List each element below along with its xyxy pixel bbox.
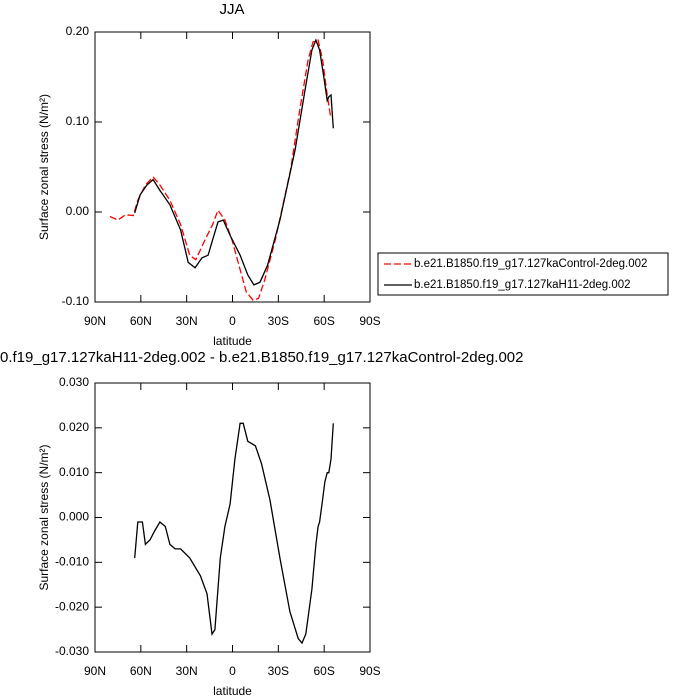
y-tick-label: 0.00 xyxy=(66,204,90,218)
y-tick-label: 0.10 xyxy=(66,114,90,128)
legend-label: b.e21.B1850.f19_g17.127kaH11-2deg.002 xyxy=(414,279,631,291)
y-tick-label: -0.010 xyxy=(55,555,89,569)
y-tick-label: -0.10 xyxy=(62,294,90,308)
x-tick-label: 60S xyxy=(313,314,334,328)
legend-label: b.e21.B1850.f19_g17.127kaControl-2deg.00… xyxy=(414,258,647,270)
x-tick-label: 60S xyxy=(313,664,334,678)
x-tick-label: 30N xyxy=(176,314,198,328)
plot-frame xyxy=(94,31,371,303)
x-tick-label: 90S xyxy=(359,664,380,678)
legend-box xyxy=(377,252,669,296)
x-tick-label: 90N xyxy=(84,314,106,328)
series-line xyxy=(109,39,334,301)
x-tick-label: 0 xyxy=(229,664,236,678)
x-axis-label: latitude xyxy=(213,684,252,698)
x-tick-label: 60N xyxy=(130,664,152,678)
y-axis-label: Surface zonal stress (N/m²) xyxy=(37,94,51,240)
series-line xyxy=(134,38,334,286)
chart-title: 0.f19_g17.127kaH11-2deg.002 - b.e21.B185… xyxy=(0,349,523,366)
x-tick-label: 90S xyxy=(359,314,380,328)
y-tick-label: 0.20 xyxy=(66,24,90,38)
x-tick-label: 30S xyxy=(268,664,289,678)
x-tick-label: 30S xyxy=(268,314,289,328)
chart-title: JJA xyxy=(219,1,244,18)
x-tick-label: 0 xyxy=(229,314,236,328)
series-line xyxy=(134,422,334,645)
plot-frame xyxy=(94,382,371,653)
y-tick-label: 0.000 xyxy=(59,510,89,524)
y-tick-label: 0.010 xyxy=(59,465,89,479)
x-tick-label: 90N xyxy=(84,664,106,678)
y-tick-label: 0.030 xyxy=(59,375,89,389)
y-axis-label: Surface zonal stress (N/m²) xyxy=(37,444,51,590)
x-tick-label: 60N xyxy=(130,314,152,328)
x-axis-label: latitude xyxy=(213,334,252,348)
y-tick-label: -0.020 xyxy=(55,599,89,613)
y-tick-label: -0.030 xyxy=(55,644,89,658)
y-tick-label: 0.020 xyxy=(59,420,89,434)
x-tick-label: 30N xyxy=(176,664,198,678)
